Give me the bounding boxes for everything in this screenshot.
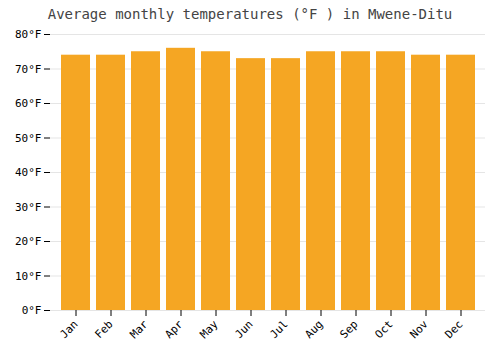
svg-text:50°F: 50°F [15, 132, 42, 145]
svg-text:20°F: 20°F [15, 235, 42, 248]
svg-text:Nov: Nov [407, 317, 431, 341]
svg-text:10°F: 10°F [15, 270, 42, 283]
svg-text:Jun: Jun [232, 318, 255, 341]
svg-text:May: May [197, 317, 221, 341]
svg-text:30°F: 30°F [15, 201, 42, 214]
html-text:Average monthly temperatures (: Average monthly temperatures (°F ) in Mw… [47, 6, 453, 22]
svg-text:40°F: 40°F [15, 166, 42, 179]
svg-text:Jan: Jan [57, 318, 80, 341]
svg-text:70°F: 70°F [15, 63, 42, 76]
svg-text:Feb: Feb [92, 318, 115, 341]
svg-text:Sep: Sep [337, 318, 360, 341]
svg-text:Dec: Dec [442, 318, 465, 341]
svg-text:Mar: Mar [127, 317, 151, 341]
svg-text:Oct: Oct [372, 318, 395, 341]
svg-text:Apr: Apr [162, 317, 186, 341]
svg-text:60°F: 60°F [15, 97, 42, 110]
svg-text:Jul: Jul [267, 318, 290, 341]
svg-text:80°F: 80°F [15, 28, 42, 41]
svg-text:0°F: 0°F [22, 304, 42, 317]
svg-text:Aug: Aug [302, 318, 325, 341]
